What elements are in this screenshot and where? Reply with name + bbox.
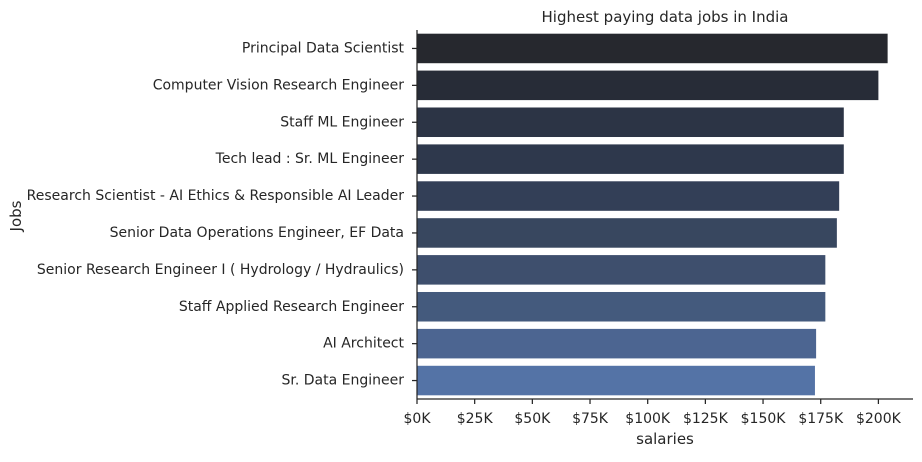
bar-4 [417, 144, 844, 174]
x-tick-label-3: $50K [514, 411, 551, 427]
x-axis-label: salaries [636, 430, 694, 448]
y-tick-label-8: Staff Applied Research Engineer [179, 299, 404, 315]
y-tick-label-4: Tech lead : Sr. ML Engineer [215, 151, 405, 167]
x-tick-label-2: $25K [457, 411, 494, 427]
x-tick-label-6: $125K [683, 411, 729, 427]
bars-group [417, 33, 888, 396]
y-tick-label-2: Computer Vision Research Engineer [153, 77, 405, 93]
y-tick-label-1: Principal Data Scientist [242, 40, 405, 56]
y-axis-ticks: Principal Data Scientist Computer Vision … [27, 40, 417, 389]
x-tick-label-4: $75K [572, 411, 609, 427]
y-axis-label: Jobs [7, 200, 25, 232]
bar-9 [417, 328, 817, 359]
x-tick-label-1: $0K [404, 411, 432, 427]
x-tick-label-9: $200K [856, 411, 902, 427]
y-tick-label-5: Research Scientist - AI Ethics & Respons… [27, 188, 405, 204]
y-tick-label-7: Senior Research Engineer I ( Hydrology /… [37, 262, 404, 278]
x-tick-label-7: $150K [741, 411, 787, 427]
bar-7 [417, 255, 826, 285]
y-tick-label-6: Senior Data Operations Engineer, EF Data [110, 225, 404, 241]
x-tick-label-8: $175K [798, 411, 844, 427]
y-tick-label-9: AI Architect [323, 336, 404, 352]
chart-title: Highest paying data jobs in India [542, 8, 789, 26]
x-tick-label-5: $100K [625, 411, 671, 427]
bar-6 [417, 218, 837, 248]
bar-1 [417, 33, 888, 64]
bar-2 [417, 70, 879, 101]
bar-5 [417, 181, 840, 211]
x-axis-ticks: $0K $25K $50K $75K $100K $125K $150K $175K $200K [404, 399, 902, 427]
bar-3 [417, 107, 844, 138]
bar-8 [417, 291, 826, 322]
bar-10 [417, 365, 815, 396]
y-tick-label-10: Sr. Data Engineer [282, 373, 405, 389]
y-tick-label-3: Staff ML Engineer [280, 114, 404, 130]
